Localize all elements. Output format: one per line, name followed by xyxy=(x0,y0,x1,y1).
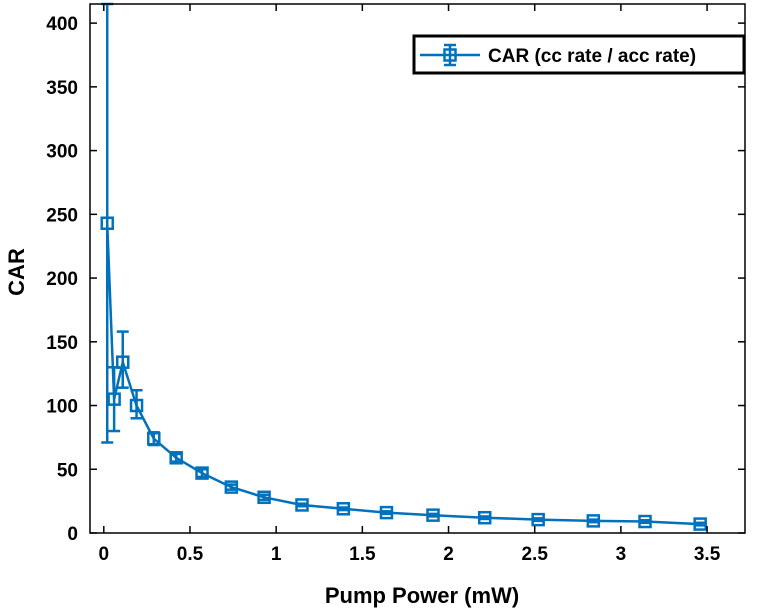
data-point-7 xyxy=(224,480,239,494)
data-point-6 xyxy=(195,466,209,480)
data-markers xyxy=(100,216,707,531)
y-tick-label-8: 400 xyxy=(46,14,78,35)
data-point-14 xyxy=(531,512,545,527)
x-tick-label-1: 0.5 xyxy=(177,544,204,565)
data-point-10 xyxy=(336,502,351,516)
y-tick-label-3: 150 xyxy=(46,333,78,354)
data-point-3 xyxy=(129,398,144,413)
x-axis-label: Pump Power (mW) xyxy=(325,583,519,608)
x-tick-label-4: 2 xyxy=(443,544,454,565)
y-tick-label-6: 300 xyxy=(46,142,78,163)
data-point-11 xyxy=(379,505,394,520)
data-point-12 xyxy=(426,508,440,522)
data-point-2 xyxy=(116,355,130,369)
x-axis-ticks: 0 0.5 1 1.5 2 2.5 3 3.5 xyxy=(99,4,721,565)
x-tick-label-3: 1.5 xyxy=(349,544,376,565)
x-tick-label-7: 3.5 xyxy=(694,544,721,565)
x-tick-label-5: 2.5 xyxy=(521,544,548,565)
y-axis-ticks: 0 50 100 150 200 250 300 350 400 xyxy=(46,14,745,545)
legend: CAR (cc rate / acc rate) xyxy=(412,34,746,75)
x-tick-label-2: 1 xyxy=(271,544,282,565)
data-point-4 xyxy=(147,431,161,446)
y-tick-label-1: 50 xyxy=(57,460,78,481)
x-tick-label-0: 0 xyxy=(99,544,110,565)
data-point-1 xyxy=(107,392,121,406)
plot-area xyxy=(90,4,745,533)
y-tick-label-2: 100 xyxy=(46,397,78,418)
data-point-17 xyxy=(693,517,707,531)
legend-marker-sample xyxy=(443,48,457,62)
y-tick-label-0: 0 xyxy=(67,524,78,545)
data-point-5 xyxy=(169,451,183,465)
series-line-group xyxy=(105,223,701,526)
plot-background xyxy=(90,4,745,533)
y-tick-label-7: 350 xyxy=(46,78,78,99)
axes-frame xyxy=(89,3,746,534)
data-point-15 xyxy=(586,514,601,528)
y-tick-label-5: 250 xyxy=(46,205,78,226)
data-point-16 xyxy=(638,514,652,529)
x-tick-label-6: 3 xyxy=(616,544,627,565)
data-point-8 xyxy=(257,490,271,505)
y-axis-label: CAR xyxy=(4,248,29,296)
data-point-13 xyxy=(477,510,492,525)
y-tick-label-4: 200 xyxy=(46,269,78,290)
legend-label-car: CAR (cc rate / acc rate) xyxy=(488,46,696,67)
axes-box xyxy=(89,3,746,534)
data-point-0 xyxy=(100,216,114,230)
data-point-9 xyxy=(295,498,309,512)
series-line xyxy=(105,223,701,526)
